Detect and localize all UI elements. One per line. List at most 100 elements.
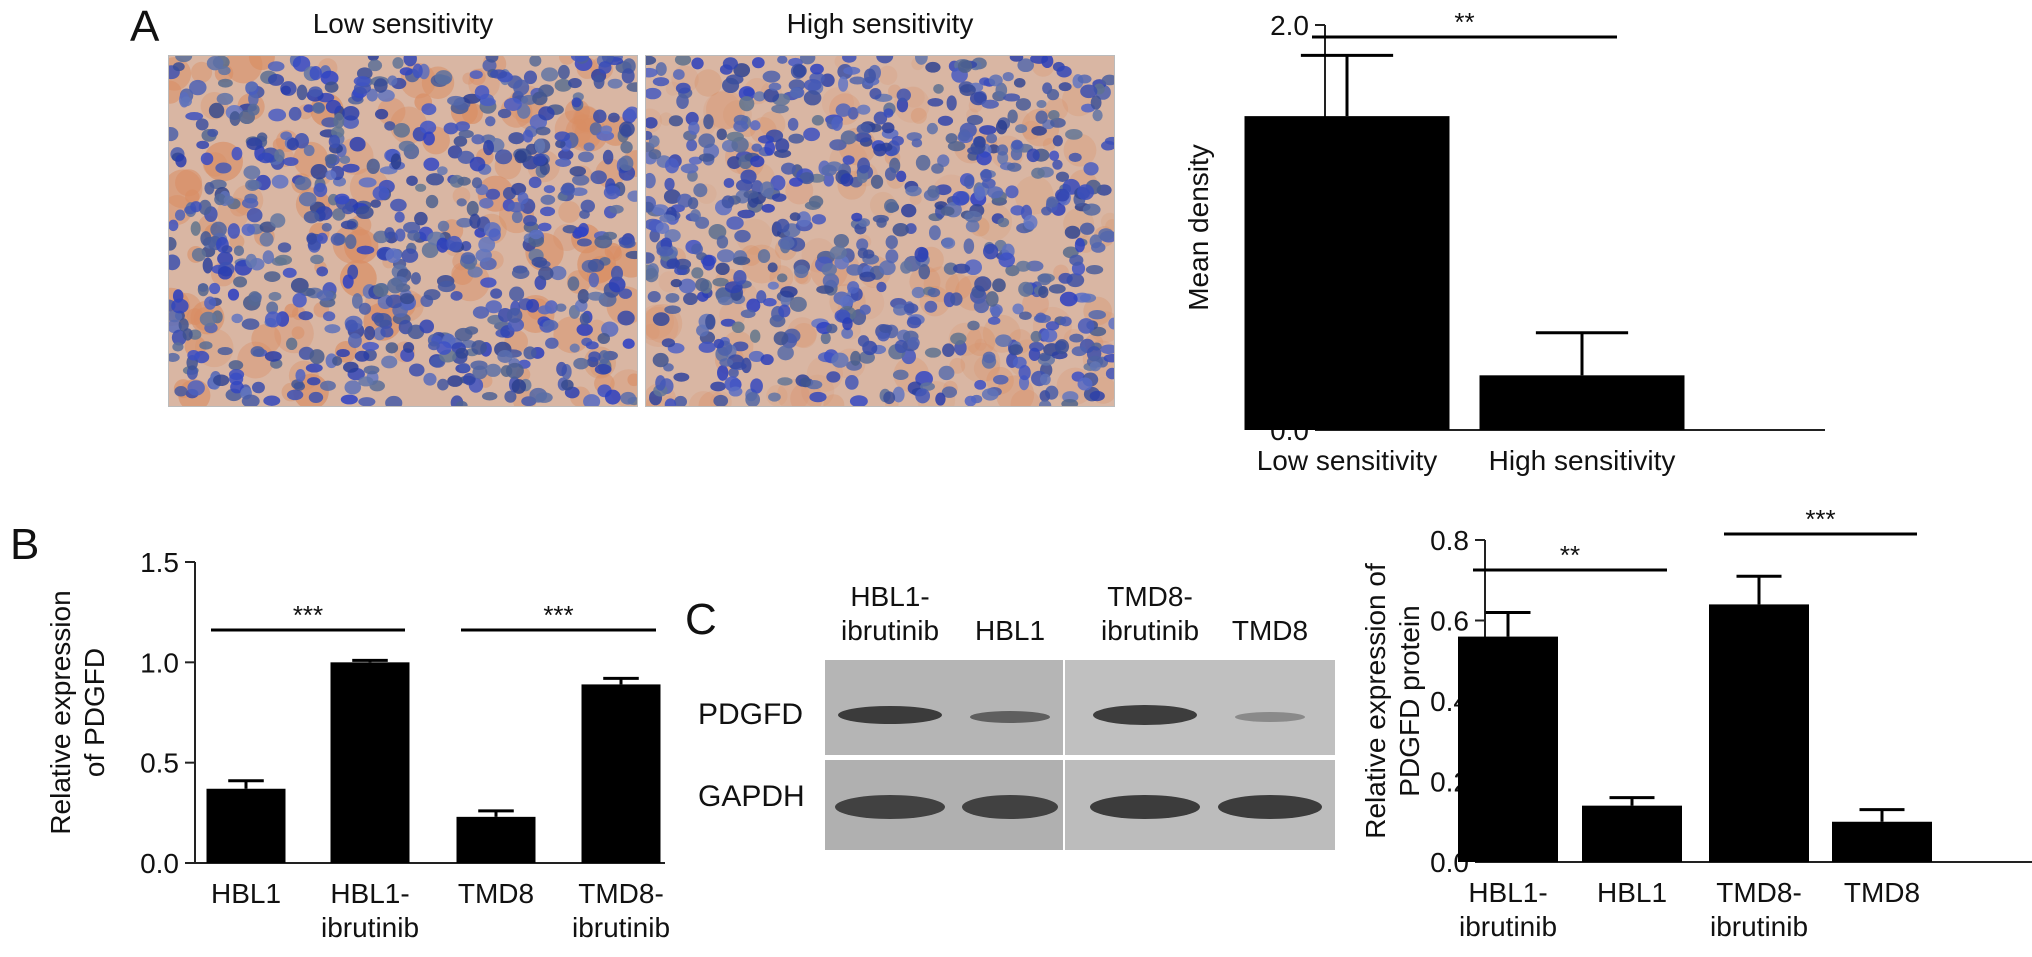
cell-nucleus (267, 73, 285, 86)
cell-nucleus (1046, 89, 1060, 101)
cell-nucleus (169, 352, 180, 362)
cell-nucleus (288, 106, 302, 121)
cell-nucleus (768, 82, 782, 91)
cell-nucleus (569, 343, 580, 353)
cell-nucleus (664, 398, 677, 406)
cell-nucleus (478, 236, 496, 253)
cell-nucleus (334, 193, 350, 205)
high-sensitivity-micrograph (645, 55, 1115, 407)
cell-nucleus (1030, 56, 1049, 64)
cell-nucleus (733, 120, 749, 133)
cell-nucleus (668, 115, 684, 127)
cell-nucleus (1028, 347, 1041, 361)
cell-nucleus (618, 288, 633, 299)
cell-nucleus (529, 56, 542, 67)
cell-nucleus (992, 278, 1006, 293)
cell-nucleus (622, 338, 635, 349)
cell-nucleus (523, 214, 538, 227)
cell-nucleus (316, 290, 334, 301)
protein-band (970, 711, 1050, 723)
cell-nucleus (241, 318, 260, 330)
cell-nucleus (380, 326, 394, 338)
cell-nucleus (906, 316, 922, 329)
cell-nucleus (1035, 312, 1047, 323)
cell-nucleus (609, 204, 624, 214)
cell-nucleus (490, 69, 508, 79)
cell-nucleus (673, 372, 690, 382)
stain-patch (1042, 138, 1056, 151)
cell-nucleus (196, 140, 210, 150)
cell-nucleus (1003, 93, 1021, 102)
protein-band (1235, 712, 1305, 722)
cell-nucleus (358, 376, 374, 387)
cell-nucleus (195, 118, 209, 131)
cell-nucleus (228, 360, 244, 371)
cell-nucleus (1077, 74, 1092, 84)
cell-nucleus (895, 170, 907, 183)
cell-nucleus (652, 312, 670, 326)
cell-nucleus (549, 265, 567, 281)
low-sensitivity-caption: Low sensitivity (312, 8, 494, 39)
cell-nucleus (171, 298, 189, 314)
cell-nucleus (1002, 71, 1014, 82)
cell-nucleus (808, 195, 824, 208)
cell-nucleus (355, 205, 374, 220)
cell-nucleus (387, 75, 398, 86)
cell-nucleus (423, 289, 441, 301)
cell-nucleus (523, 70, 538, 85)
cell-nucleus (892, 369, 909, 381)
cell-nucleus (726, 216, 744, 230)
cell-nucleus (381, 355, 398, 369)
protein-band (1218, 795, 1322, 819)
cell-nucleus (655, 375, 666, 391)
cell-nucleus (927, 185, 940, 198)
cell-nucleus (716, 249, 735, 263)
cell-nucleus (673, 69, 685, 80)
cell-nucleus (1015, 98, 1032, 111)
cell-nucleus (1052, 159, 1063, 170)
cell-nucleus (799, 172, 815, 185)
cell-nucleus (823, 172, 834, 187)
cell-nucleus (568, 77, 582, 89)
cell-nucleus (627, 190, 637, 202)
cell-nucleus (324, 81, 339, 93)
cell-nucleus (419, 319, 435, 334)
cell-nucleus (927, 287, 941, 298)
cell-nucleus (1077, 184, 1095, 200)
category-label: HBL1-ibrutinib (321, 878, 419, 943)
cell-nucleus (849, 76, 866, 85)
cell-nucleus (789, 177, 803, 187)
cell-nucleus (940, 206, 955, 216)
cell-nucleus (303, 144, 315, 157)
bar (456, 816, 536, 863)
cell-nucleus (810, 63, 824, 75)
cell-nucleus (315, 206, 333, 221)
bar (1244, 116, 1450, 430)
cell-nucleus (264, 351, 282, 362)
cell-nucleus (757, 249, 771, 264)
cell-nucleus (1012, 303, 1024, 315)
cell-nucleus (1059, 291, 1078, 307)
cell-nucleus (877, 330, 890, 342)
stain-patch (291, 326, 305, 340)
cell-nucleus (597, 332, 611, 345)
cell-nucleus (187, 349, 200, 361)
cell-nucleus (571, 97, 582, 108)
cell-nucleus (436, 237, 449, 253)
cell-nucleus (217, 78, 233, 88)
cell-nucleus (576, 238, 592, 247)
cell-nucleus (1015, 124, 1028, 134)
cell-nucleus (646, 117, 658, 129)
cell-nucleus (717, 296, 734, 306)
cell-nucleus (753, 91, 766, 102)
cell-nucleus (464, 326, 479, 335)
cell-nucleus (760, 354, 774, 366)
cell-nucleus (777, 345, 794, 361)
cell-nucleus (1090, 95, 1102, 110)
cell-nucleus (191, 247, 206, 262)
cell-nucleus (208, 102, 225, 119)
cell-nucleus (664, 305, 681, 315)
cell-nucleus (687, 197, 699, 210)
cell-nucleus (437, 220, 450, 232)
cell-nucleus (485, 188, 501, 200)
